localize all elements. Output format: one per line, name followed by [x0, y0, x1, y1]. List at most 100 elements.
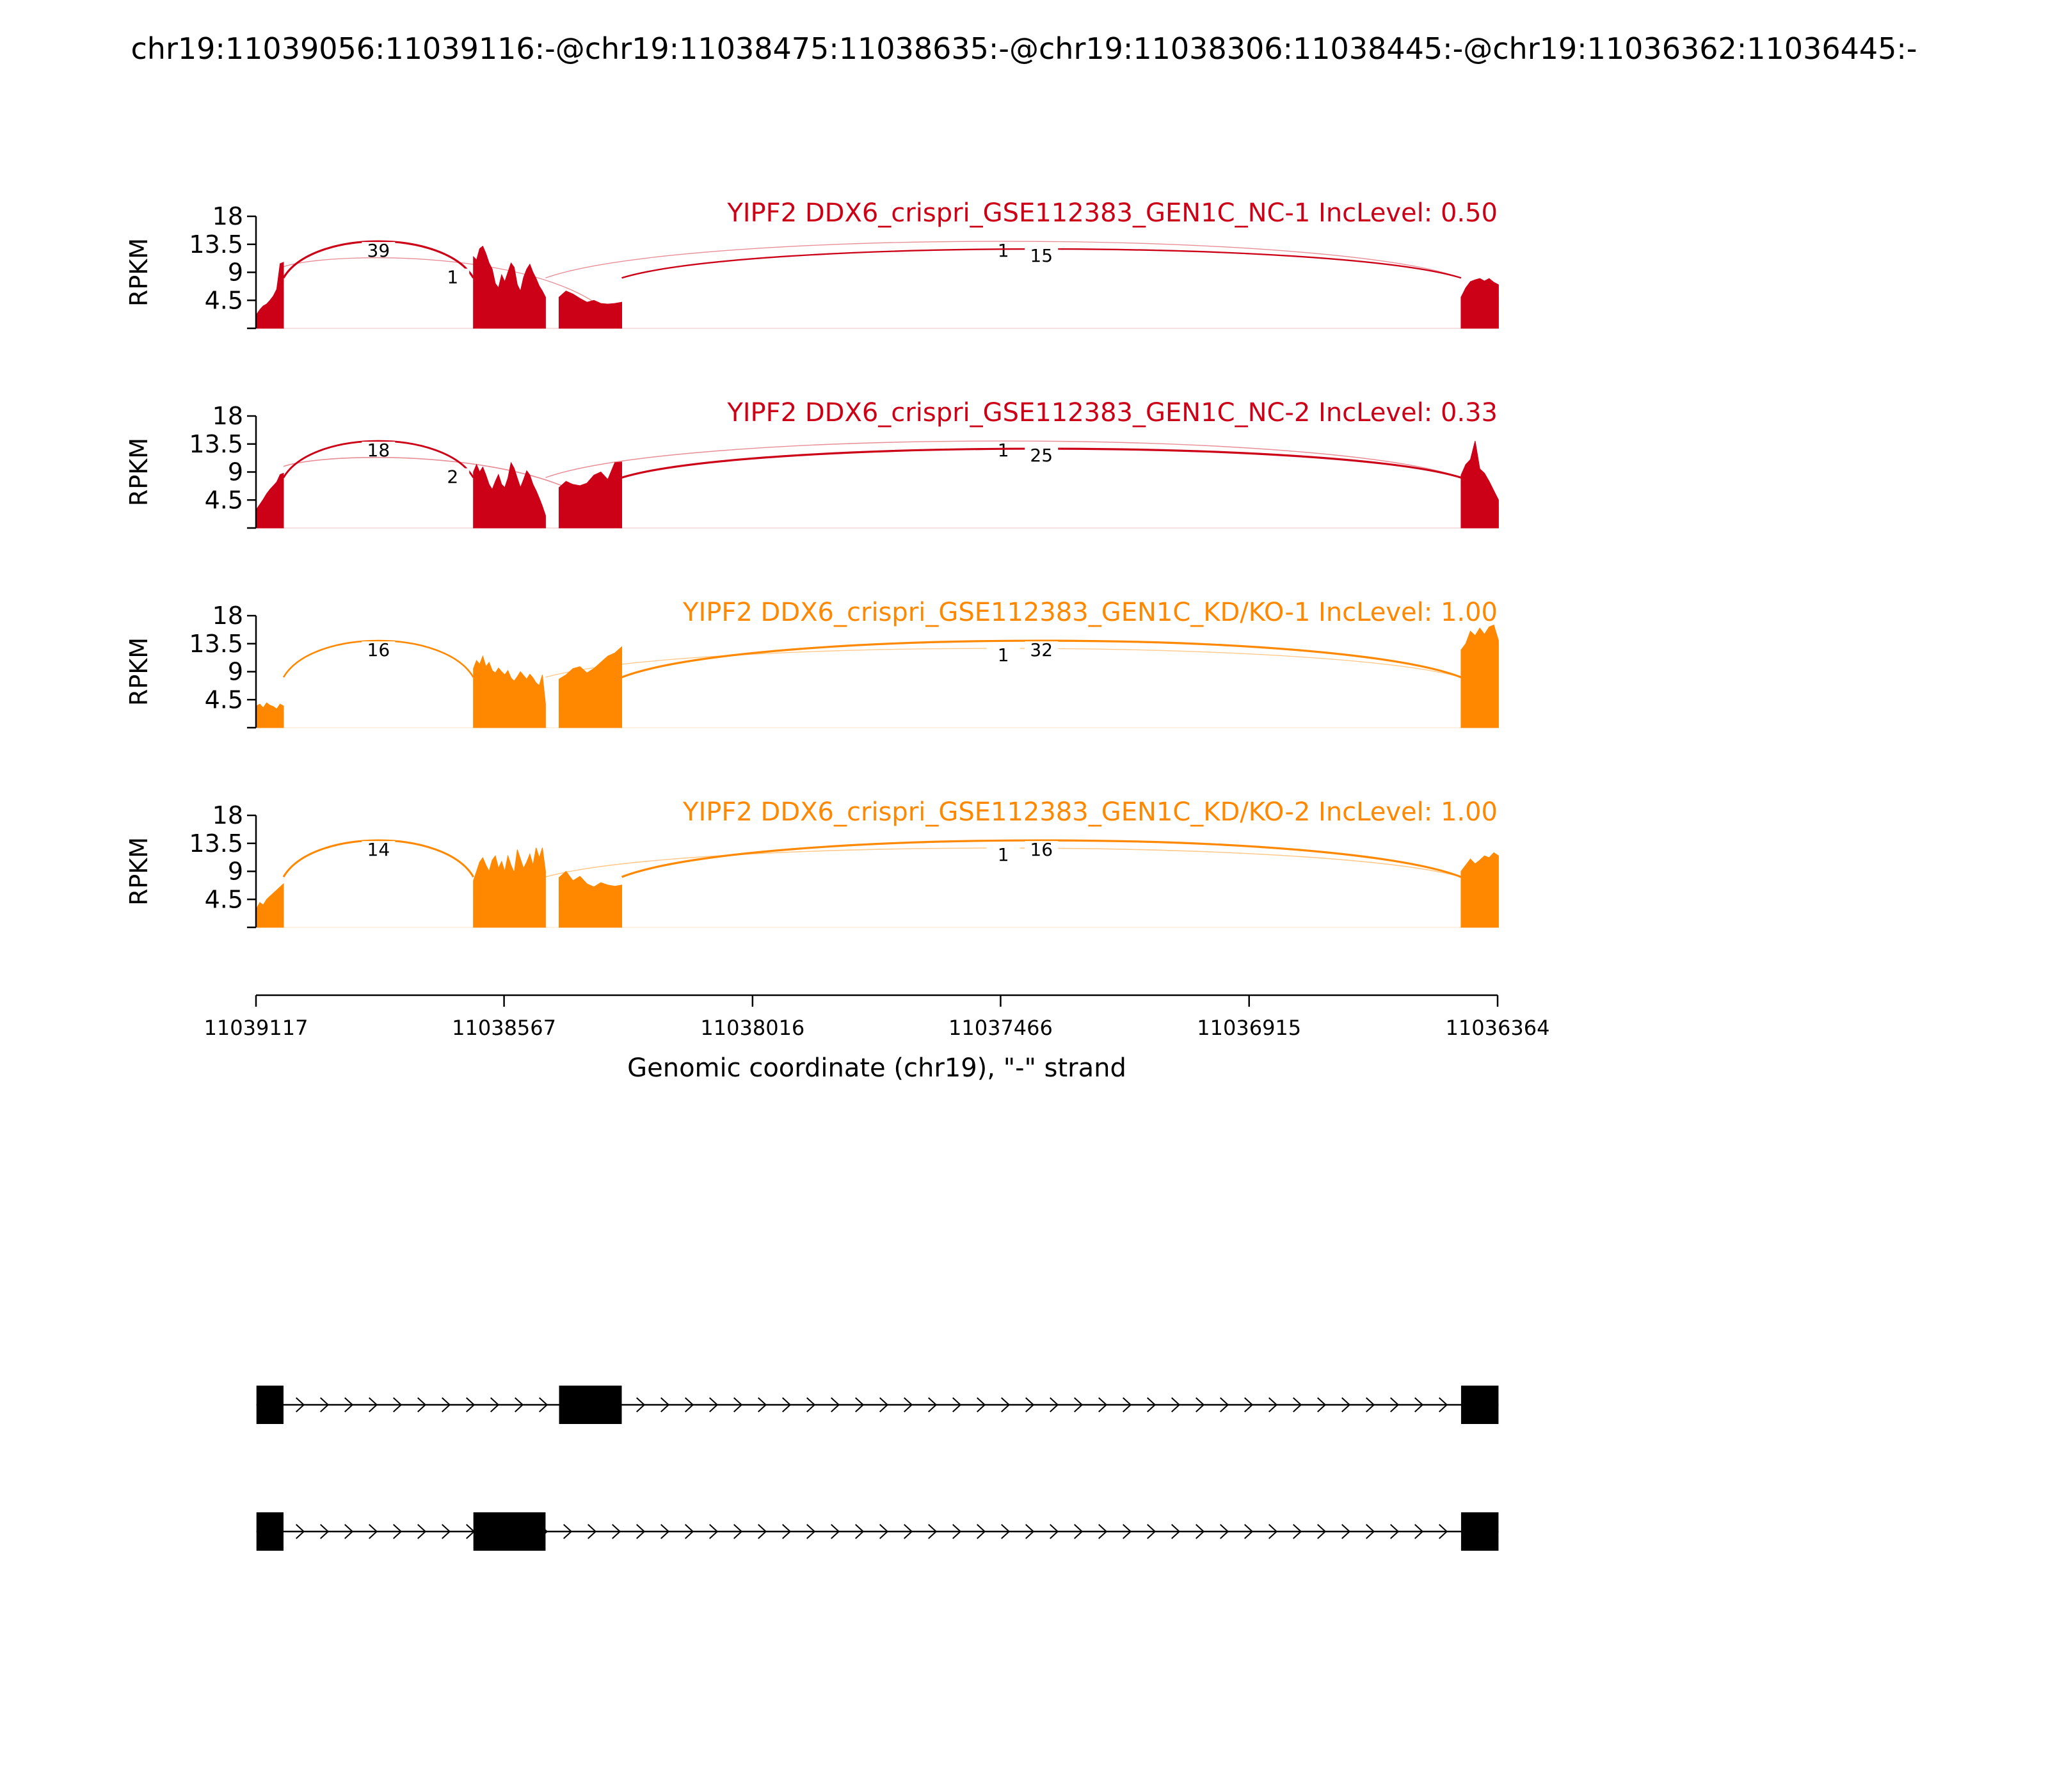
strand-arrow — [1341, 1397, 1351, 1412]
strand-arrow — [417, 1397, 427, 1412]
y-tick-label: 4.5 — [205, 885, 243, 913]
junction-label-bg — [1025, 841, 1059, 861]
junction-count: 1 — [998, 844, 1009, 865]
junction-arc — [545, 440, 1462, 478]
y-tick-label: 18 — [212, 801, 243, 829]
figure-title: chr19:11039056:11039116:-@chr19:11038475… — [131, 31, 1917, 66]
coverage-exon-2 — [473, 847, 546, 928]
strand-arrow — [660, 1397, 670, 1412]
strand-arrow — [1098, 1397, 1108, 1412]
coverage-exon-1 — [256, 472, 284, 529]
strand-arrow — [1050, 1397, 1059, 1412]
strand-arrow — [1171, 1397, 1181, 1412]
strand-arrow — [1171, 1524, 1181, 1539]
junction-count: 1 — [998, 240, 1009, 261]
strand-arrow — [466, 1397, 476, 1412]
junction-count: 1 — [998, 440, 1009, 461]
junction-count: 2 — [447, 467, 458, 488]
strand-arrow — [977, 1397, 986, 1412]
strand-arrow — [1196, 1524, 1205, 1539]
strand-arrow — [563, 1524, 573, 1539]
x-tick-label: 11037466 — [948, 1016, 1053, 1040]
junction-count: 18 — [367, 440, 390, 461]
strand-arrow — [952, 1397, 962, 1412]
strand-arrow — [320, 1397, 330, 1412]
junction-label-bg — [436, 268, 470, 288]
strand-arrow — [1390, 1524, 1400, 1539]
strand-arrow — [904, 1397, 913, 1412]
coverage-exon-4 — [1460, 624, 1499, 728]
strand-arrow — [685, 1524, 694, 1539]
strand-arrow — [1123, 1524, 1132, 1539]
strand-arrow — [831, 1524, 840, 1539]
y-tick-label: 18 — [212, 202, 243, 230]
strand-arrow — [782, 1524, 792, 1539]
strand-arrow — [685, 1397, 694, 1412]
strand-arrow — [1293, 1524, 1302, 1539]
coverage-exon-3 — [558, 291, 622, 329]
strand-arrow — [636, 1397, 646, 1412]
strand-arrow — [806, 1524, 816, 1539]
junction-count: 1 — [998, 644, 1009, 666]
strand-arrow — [442, 1524, 451, 1539]
junction-label-bg — [986, 846, 1020, 866]
strand-arrow — [831, 1397, 840, 1412]
sample-title: YIPF2 DDX6_crispri_GSE112383_GEN1C_NC-2 … — [726, 398, 1498, 428]
y-tick-label: 13.5 — [189, 829, 243, 858]
strand-arrow — [1074, 1524, 1084, 1539]
y-tick-label: 13.5 — [189, 430, 243, 458]
strand-arrow — [806, 1397, 816, 1412]
x-tick-label: 11036364 — [1446, 1016, 1550, 1040]
strand-arrow — [709, 1397, 719, 1412]
strand-arrow — [660, 1524, 670, 1539]
junction-arc — [283, 257, 623, 329]
junction-count: 16 — [367, 639, 390, 660]
strand-arrow — [1001, 1524, 1011, 1539]
y-tick-label: 4.5 — [205, 486, 243, 514]
strand-arrow — [879, 1524, 889, 1539]
strand-arrow — [1366, 1524, 1375, 1539]
exon-block — [1460, 1386, 1499, 1424]
strand-arrow — [952, 1524, 962, 1539]
strand-arrow — [1147, 1524, 1156, 1539]
strand-arrow — [393, 1524, 403, 1539]
junction-count: 1 — [447, 267, 458, 288]
junction-count: 16 — [1030, 839, 1053, 860]
x-tick-label: 11038016 — [700, 1016, 804, 1040]
strand-arrow — [296, 1524, 305, 1539]
x-tick-label: 11039117 — [204, 1016, 308, 1040]
strand-arrow — [296, 1397, 305, 1412]
junction-label-bg — [436, 468, 470, 488]
junction-count: 25 — [1030, 445, 1053, 466]
exon-block — [256, 1386, 284, 1424]
strand-arrow — [1341, 1524, 1351, 1539]
strand-arrow — [1074, 1397, 1084, 1412]
y-tick-label: 4.5 — [205, 286, 243, 314]
strand-arrow — [1123, 1397, 1132, 1412]
strand-arrow — [733, 1524, 743, 1539]
y-tick-label: 9 — [228, 259, 243, 287]
junction-arc — [621, 639, 1462, 678]
y-tick-label: 18 — [212, 402, 243, 430]
strand-arrow — [855, 1397, 865, 1412]
junction-label-bg — [986, 646, 1020, 666]
strand-arrow — [588, 1524, 597, 1539]
junction-count: 39 — [367, 240, 390, 261]
strand-arrow — [1317, 1397, 1327, 1412]
strand-arrow — [1001, 1397, 1011, 1412]
coverage-exon-4 — [1460, 440, 1499, 529]
strand-arrow — [369, 1397, 378, 1412]
strand-arrow — [904, 1524, 913, 1539]
strand-arrow — [344, 1397, 354, 1412]
strand-arrow — [1220, 1397, 1229, 1412]
strand-arrow — [539, 1397, 548, 1412]
strand-arrow — [855, 1524, 865, 1539]
strand-arrow — [1147, 1397, 1156, 1412]
strand-arrow — [1317, 1524, 1327, 1539]
junction-arc — [621, 839, 1462, 878]
y-axis-label: RPKM — [125, 837, 153, 906]
strand-arrow — [758, 1397, 767, 1412]
strand-arrow — [709, 1524, 719, 1539]
